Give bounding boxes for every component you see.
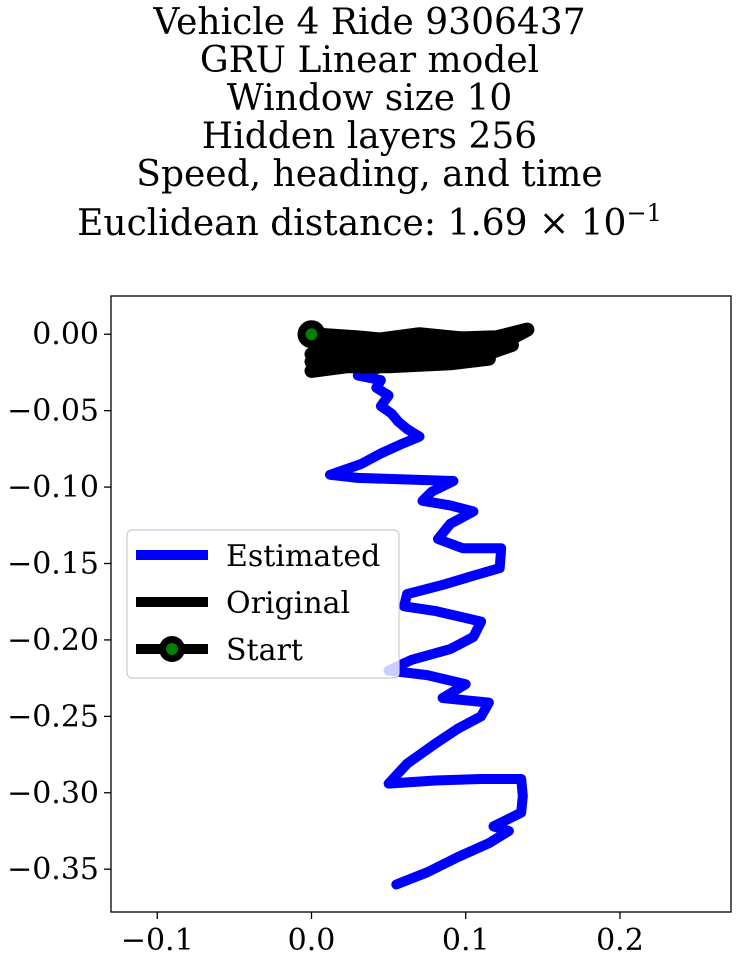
title-line-3: Window size 10 <box>226 78 513 119</box>
title-line-2: GRU Linear model <box>199 40 540 81</box>
y-tick-label: −0.35 <box>7 852 99 887</box>
y-tick-label: −0.15 <box>7 546 99 581</box>
legend-estimated-label: Estimated <box>226 539 380 574</box>
series-original-line <box>304 322 535 378</box>
y-tick-label: −0.05 <box>7 394 99 429</box>
axes-frame <box>110 295 732 913</box>
y-tick-label: −0.20 <box>7 623 99 658</box>
y-tick-label: 0.00 <box>32 317 99 352</box>
series-estimated-line <box>306 329 528 890</box>
series-layer <box>297 320 535 890</box>
legend-start-label: Start <box>226 633 303 668</box>
title-metric-times: × <box>539 203 570 244</box>
title-line-5: Speed, heading, and time <box>136 154 603 195</box>
y-tick-label: −0.30 <box>7 776 99 811</box>
x-tick-label: 0.2 <box>596 923 644 958</box>
title-metric-label: Euclidean distance: 1.69 <box>77 203 528 244</box>
title-line-1: Vehicle 4 Ride 9306437 <box>153 2 586 43</box>
x-tick-label: 0.0 <box>288 923 336 958</box>
start-marker <box>305 328 318 341</box>
title-line-4: Hidden layers 256 <box>201 116 538 157</box>
legend-start-marker <box>166 643 178 655</box>
x-tick-label: −0.1 <box>121 923 194 958</box>
y-tick-label: −0.10 <box>7 470 99 505</box>
legend-original-label: Original <box>226 586 350 621</box>
title-metric-base: 10 <box>580 203 627 244</box>
legend: Estimated Original Start <box>126 529 400 679</box>
title-metric: Euclidean distance: 1.69 × 10−1 <box>0 194 739 243</box>
chart-title: Vehicle 4 Ride 9306437 GRU Linear model … <box>0 4 739 243</box>
x-tick-label: 0.1 <box>442 923 490 958</box>
ticks-layer: −0.1 0.0 0.1 0.2 0.00 −0.05 −0.10 −0.15 −0.20 −0.… <box>7 317 644 958</box>
legend-box <box>126 529 400 679</box>
title-metric-exponent: −1 <box>626 199 662 227</box>
y-tick-label: −0.25 <box>7 699 99 734</box>
